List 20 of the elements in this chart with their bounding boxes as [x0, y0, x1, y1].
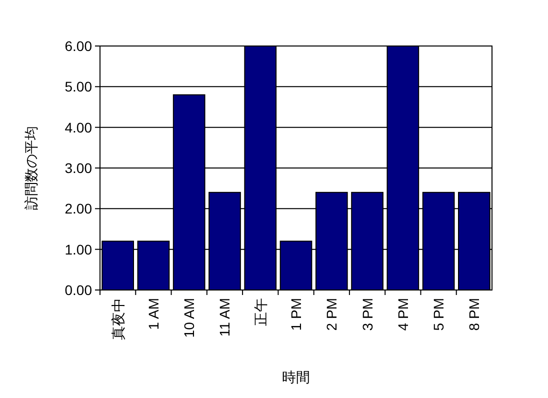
y-tick-label: 2.00 [64, 200, 92, 217]
x-tick-label: 5 PM [430, 298, 447, 331]
y-tick-label: 5.00 [64, 78, 92, 95]
x-tick-label: 3 PM [359, 298, 376, 331]
y-axis-title: 訪問数の平均 [23, 126, 39, 210]
x-tick-label: 正午 [252, 298, 268, 326]
y-tick-label: 3.00 [64, 160, 92, 176]
x-axis-title: 時間 [282, 369, 310, 385]
y-tick-label: 0.00 [64, 282, 92, 298]
x-tick-label: 10 AM [181, 298, 198, 338]
x-tick-label: 1 PM [288, 298, 304, 331]
y-tick-label: 6.00 [64, 38, 92, 54]
y-tick-label: 4.00 [64, 119, 92, 136]
x-tick-label: 11 AM [216, 298, 233, 337]
x-tick-label: 2 PM [324, 298, 340, 331]
x-tick-label: 1 AM [145, 298, 162, 330]
x-tick-label: 4 PM [394, 298, 411, 331]
y-tick-label: 1.00 [64, 241, 92, 258]
x-tick-label: 真夜中 [110, 298, 126, 340]
x-tick-label: 8 PM [466, 298, 482, 331]
